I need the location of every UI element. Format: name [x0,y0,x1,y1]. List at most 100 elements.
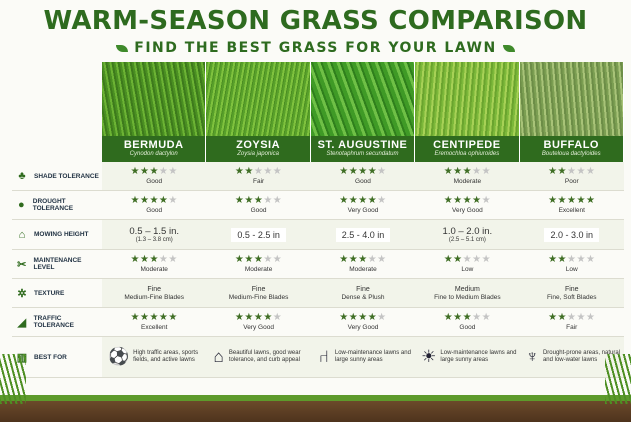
cell-shade: ★★★★★ Moderate [415,162,520,190]
star-icon: ★ [272,254,283,265]
drop-icon: ● [18,199,25,211]
star-icon: ★ [367,195,378,206]
star-icon: ★ [462,312,473,323]
star-icon: ★ [244,254,254,265]
star-rating: ★★★★★ [131,196,178,206]
cell-shade: ★★★★★ Fair [206,162,311,190]
star-icon: ★ [263,312,273,323]
star-icon: ★ [149,195,159,206]
star-rating: ★★★★★ [235,313,282,323]
star-icon: ★ [367,254,378,265]
star-icon: ★ [567,254,577,265]
cell-drought: ★★★★★ Good [206,191,310,219]
star-icon: ★ [567,312,577,323]
cell-maintenance: ★★★★★ Moderate [102,250,206,278]
cell-shade: ★★★★★ Poor [519,162,624,190]
star-icon: ★ [348,312,359,323]
star-icon: ★ [130,254,140,265]
star-icon: ★ [272,166,283,177]
cell-traffic: ★★★★★ Very Good [206,308,310,336]
leaf-icon [502,44,515,52]
rating-text: Moderate [244,266,273,273]
star-icon: ★ [358,195,368,206]
row-label-text: DROUGHT TOLERANCE [32,198,74,212]
soccer-ball-icon: ⚽ [108,347,130,366]
cell-shade: ★★★★★ Good [310,162,416,190]
star-icon: ★ [377,166,387,177]
star-icon: ★ [548,254,558,265]
mower-icon: ⌂ [18,228,26,241]
texture-value: Fine [356,285,370,293]
star-icon: ★ [367,166,378,177]
row-label: ● DROUGHT TOLERANCE [12,191,102,219]
tree-icon: ♣ [18,170,26,182]
texture-detail: Medium-Fine Blades [124,293,184,301]
cell-bestfor: ☀ Low-maintenance lawns and large sunny a… [415,337,520,377]
texture-detail: Medium-Fine Blades [228,293,289,301]
star-icon: ★ [244,312,254,323]
star-icon: ★ [453,166,463,177]
row-texture: ✲ TEXTURE Fine Medium-Fine Blades Fine Medium… [12,279,624,308]
star-icon: ★ [139,195,150,206]
best-for-text: High traffic areas, sports fields, and a… [133,349,199,364]
row-label-text: MAINTENANCE LEVEL [33,257,82,271]
star-rating: ★★★★★ [235,167,282,177]
rating-text: Fair [566,324,578,331]
best-for-text: Beautiful lawns, good wear tolerance, an… [228,349,301,364]
scientific-name: Cynodon dactylon [129,151,178,157]
star-icon: ★ [130,195,140,206]
texture-value: Fine [564,285,579,293]
star-icon: ★ [139,312,150,323]
grass-headers: BERMUDA Cynodon dactylon ZOYSIA Zoysia jap… [102,62,624,162]
star-icon: ★ [462,254,473,265]
cell-maintenance: ★★★★★ Moderate [206,250,310,278]
cell-drought: ★★★★★ Excellent [520,191,624,219]
grass-icon: ✲ [17,287,27,300]
star-icon: ★ [548,312,558,323]
cell-texture: Fine Medium-Fine Blades [206,279,311,307]
star-icon: ★ [358,312,368,323]
grass-name: CENTIPEDE [433,139,501,151]
star-icon: ★ [139,166,150,177]
rating-text: Low [565,266,578,273]
star-icon: ★ [272,195,283,206]
texture-value: Fine [147,285,161,293]
star-icon: ★ [548,166,558,177]
star-rating: ★★★★★ [131,313,178,323]
star-rating: ★★★★★ [235,196,282,206]
header-st-augustine: ST. AUGUSTINE Stenotaphrum secundatum [310,62,416,162]
star-icon: ★ [443,254,454,265]
star-rating: ★★★★★ [339,196,386,206]
star-icon: ★ [443,312,454,323]
cell-mowing: 2.5 - 4.0 in [310,220,416,249]
star-rating: ★★★★★ [339,167,386,177]
cell-maintenance: ★★★★★ Low [415,250,519,278]
star-icon: ★ [253,195,264,206]
best-for-text: Drought-prone areas, natural and low-wat… [542,349,620,364]
rating-text: Moderate [349,266,377,273]
star-icon: ★ [158,195,169,206]
star-icon: ★ [576,166,586,177]
star-icon: ★ [130,166,140,177]
star-icon: ★ [585,254,596,265]
star-icon: ★ [234,166,245,177]
star-icon: ★ [253,166,264,177]
grass-name: ZOYSIA [236,139,281,151]
star-rating: ★★★★★ [548,167,595,177]
star-icon: ★ [234,195,245,206]
rating-text: Good [146,207,163,214]
rating-text: Moderate [140,266,168,273]
star-icon: ★ [263,166,273,177]
star-icon: ★ [481,195,492,206]
star-icon: ★ [557,312,568,323]
scientific-name: Bouteloua dactyloides [541,151,601,157]
row-label: ♣ SHADE TOLERANCE [12,162,102,190]
cell-drought: ★★★★★ Very Good [311,191,415,219]
star-icon: ★ [253,312,264,323]
star-icon: ★ [168,312,178,323]
row-label-text: TEXTURE [34,289,65,297]
star-rating: ★★★★★ [339,255,386,265]
star-icon: ★ [149,254,159,265]
star-icon: ★ [377,195,387,206]
rating-text: Excellent [558,207,585,214]
